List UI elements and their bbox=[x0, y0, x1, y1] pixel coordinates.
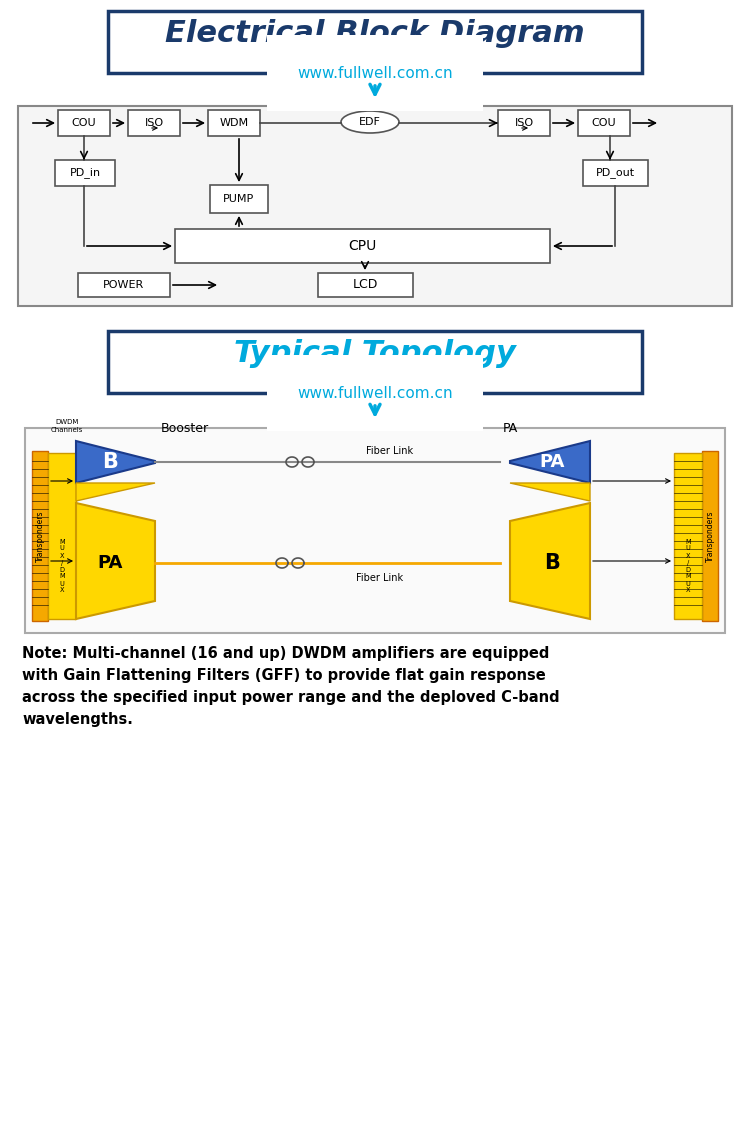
Polygon shape bbox=[76, 483, 155, 501]
Text: Transponders: Transponders bbox=[706, 510, 715, 562]
FancyBboxPatch shape bbox=[498, 110, 550, 136]
FancyBboxPatch shape bbox=[128, 110, 180, 136]
Text: www.fullwell.com.cn: www.fullwell.com.cn bbox=[297, 386, 453, 400]
Text: B: B bbox=[102, 452, 118, 472]
FancyBboxPatch shape bbox=[210, 185, 268, 213]
FancyBboxPatch shape bbox=[108, 11, 642, 73]
Text: across the specified input power range and the deploved C-band: across the specified input power range a… bbox=[22, 691, 560, 705]
Ellipse shape bbox=[341, 111, 399, 133]
Polygon shape bbox=[76, 503, 155, 619]
FancyBboxPatch shape bbox=[674, 453, 702, 619]
Text: M
U
X
/
D
M
U
X: M U X / D M U X bbox=[686, 538, 691, 593]
Text: PA: PA bbox=[98, 554, 123, 572]
Text: POWER: POWER bbox=[104, 280, 145, 290]
Text: M
U
X
/
D
M
U
X: M U X / D M U X bbox=[59, 538, 64, 593]
FancyBboxPatch shape bbox=[578, 110, 630, 136]
Text: COU: COU bbox=[72, 118, 96, 128]
Polygon shape bbox=[510, 441, 590, 483]
Text: LCD: LCD bbox=[352, 278, 378, 291]
FancyBboxPatch shape bbox=[208, 110, 260, 136]
Text: EDF: EDF bbox=[359, 117, 381, 127]
FancyBboxPatch shape bbox=[78, 274, 170, 297]
Text: B: B bbox=[544, 553, 560, 573]
Text: Note: Multi-channel (16 and up) DWDM amplifiers are equipped: Note: Multi-channel (16 and up) DWDM amp… bbox=[22, 646, 549, 661]
FancyBboxPatch shape bbox=[18, 106, 732, 306]
Text: Fiber Link: Fiber Link bbox=[367, 446, 413, 456]
FancyBboxPatch shape bbox=[32, 451, 48, 621]
Text: Electrical Block Diagram: Electrical Block Diagram bbox=[165, 19, 585, 48]
Text: PD_in: PD_in bbox=[70, 167, 100, 178]
Text: PUMP: PUMP bbox=[224, 194, 254, 204]
FancyBboxPatch shape bbox=[25, 428, 725, 633]
FancyBboxPatch shape bbox=[702, 451, 718, 621]
Text: with Gain Flattening Filters (GFF) to provide flat gain response: with Gain Flattening Filters (GFF) to pr… bbox=[22, 668, 546, 683]
FancyBboxPatch shape bbox=[318, 274, 413, 297]
Text: ISO: ISO bbox=[514, 118, 533, 128]
Text: wavelengths.: wavelengths. bbox=[22, 712, 133, 728]
FancyBboxPatch shape bbox=[58, 110, 110, 136]
FancyBboxPatch shape bbox=[175, 229, 550, 263]
Text: Booster: Booster bbox=[161, 423, 209, 435]
Text: COU: COU bbox=[592, 118, 616, 128]
FancyBboxPatch shape bbox=[583, 160, 648, 186]
Text: DWDM
Channels: DWDM Channels bbox=[51, 419, 83, 433]
Polygon shape bbox=[76, 441, 155, 483]
Text: CPU: CPU bbox=[348, 239, 376, 253]
Polygon shape bbox=[510, 483, 590, 501]
FancyBboxPatch shape bbox=[48, 453, 76, 619]
Text: PA: PA bbox=[503, 423, 518, 435]
Text: Fiber Link: Fiber Link bbox=[356, 573, 404, 583]
Text: ISO: ISO bbox=[145, 118, 164, 128]
Text: www.fullwell.com.cn: www.fullwell.com.cn bbox=[297, 65, 453, 81]
Text: PD_out: PD_out bbox=[596, 167, 635, 178]
FancyBboxPatch shape bbox=[55, 160, 115, 186]
FancyBboxPatch shape bbox=[108, 331, 642, 393]
Polygon shape bbox=[510, 503, 590, 619]
Text: WDM: WDM bbox=[220, 118, 248, 128]
Text: PA: PA bbox=[539, 453, 565, 471]
Text: Typical Topology: Typical Topology bbox=[234, 340, 516, 369]
Text: Transponders: Transponders bbox=[35, 510, 44, 562]
